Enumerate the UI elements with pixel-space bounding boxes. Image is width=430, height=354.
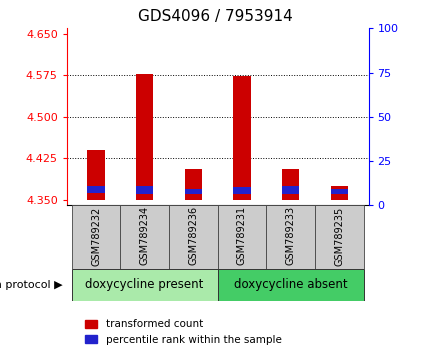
Bar bbox=[184, 189, 201, 194]
Text: GSM789236: GSM789236 bbox=[188, 206, 198, 266]
Bar bbox=[184, 169, 201, 200]
Bar bbox=[282, 169, 298, 200]
Legend: transformed count, percentile rank within the sample: transformed count, percentile rank withi… bbox=[80, 315, 285, 349]
Text: GSM789234: GSM789234 bbox=[139, 206, 149, 266]
Bar bbox=[330, 186, 347, 200]
Bar bbox=[233, 187, 250, 194]
Bar bbox=[282, 186, 298, 194]
Bar bbox=[136, 74, 153, 200]
Text: GSM789231: GSM789231 bbox=[237, 206, 246, 266]
Bar bbox=[71, 205, 120, 269]
Text: growth protocol ▶: growth protocol ▶ bbox=[0, 280, 62, 290]
Bar bbox=[266, 205, 314, 269]
Bar bbox=[87, 150, 104, 200]
Bar bbox=[330, 189, 347, 194]
Text: GSM789233: GSM789233 bbox=[285, 206, 295, 266]
Text: GSM789235: GSM789235 bbox=[334, 206, 344, 266]
Bar bbox=[136, 186, 153, 194]
Text: GSM789232: GSM789232 bbox=[91, 206, 101, 266]
Bar bbox=[217, 269, 363, 301]
Bar bbox=[71, 269, 217, 301]
Bar bbox=[314, 205, 363, 269]
Text: GDS4096 / 7953914: GDS4096 / 7953914 bbox=[138, 9, 292, 24]
Bar bbox=[233, 76, 250, 200]
Bar bbox=[87, 186, 104, 193]
Bar bbox=[120, 205, 169, 269]
Text: doxycycline absent: doxycycline absent bbox=[233, 279, 347, 291]
Bar bbox=[169, 205, 217, 269]
Bar bbox=[217, 205, 266, 269]
Text: doxycycline present: doxycycline present bbox=[85, 279, 203, 291]
